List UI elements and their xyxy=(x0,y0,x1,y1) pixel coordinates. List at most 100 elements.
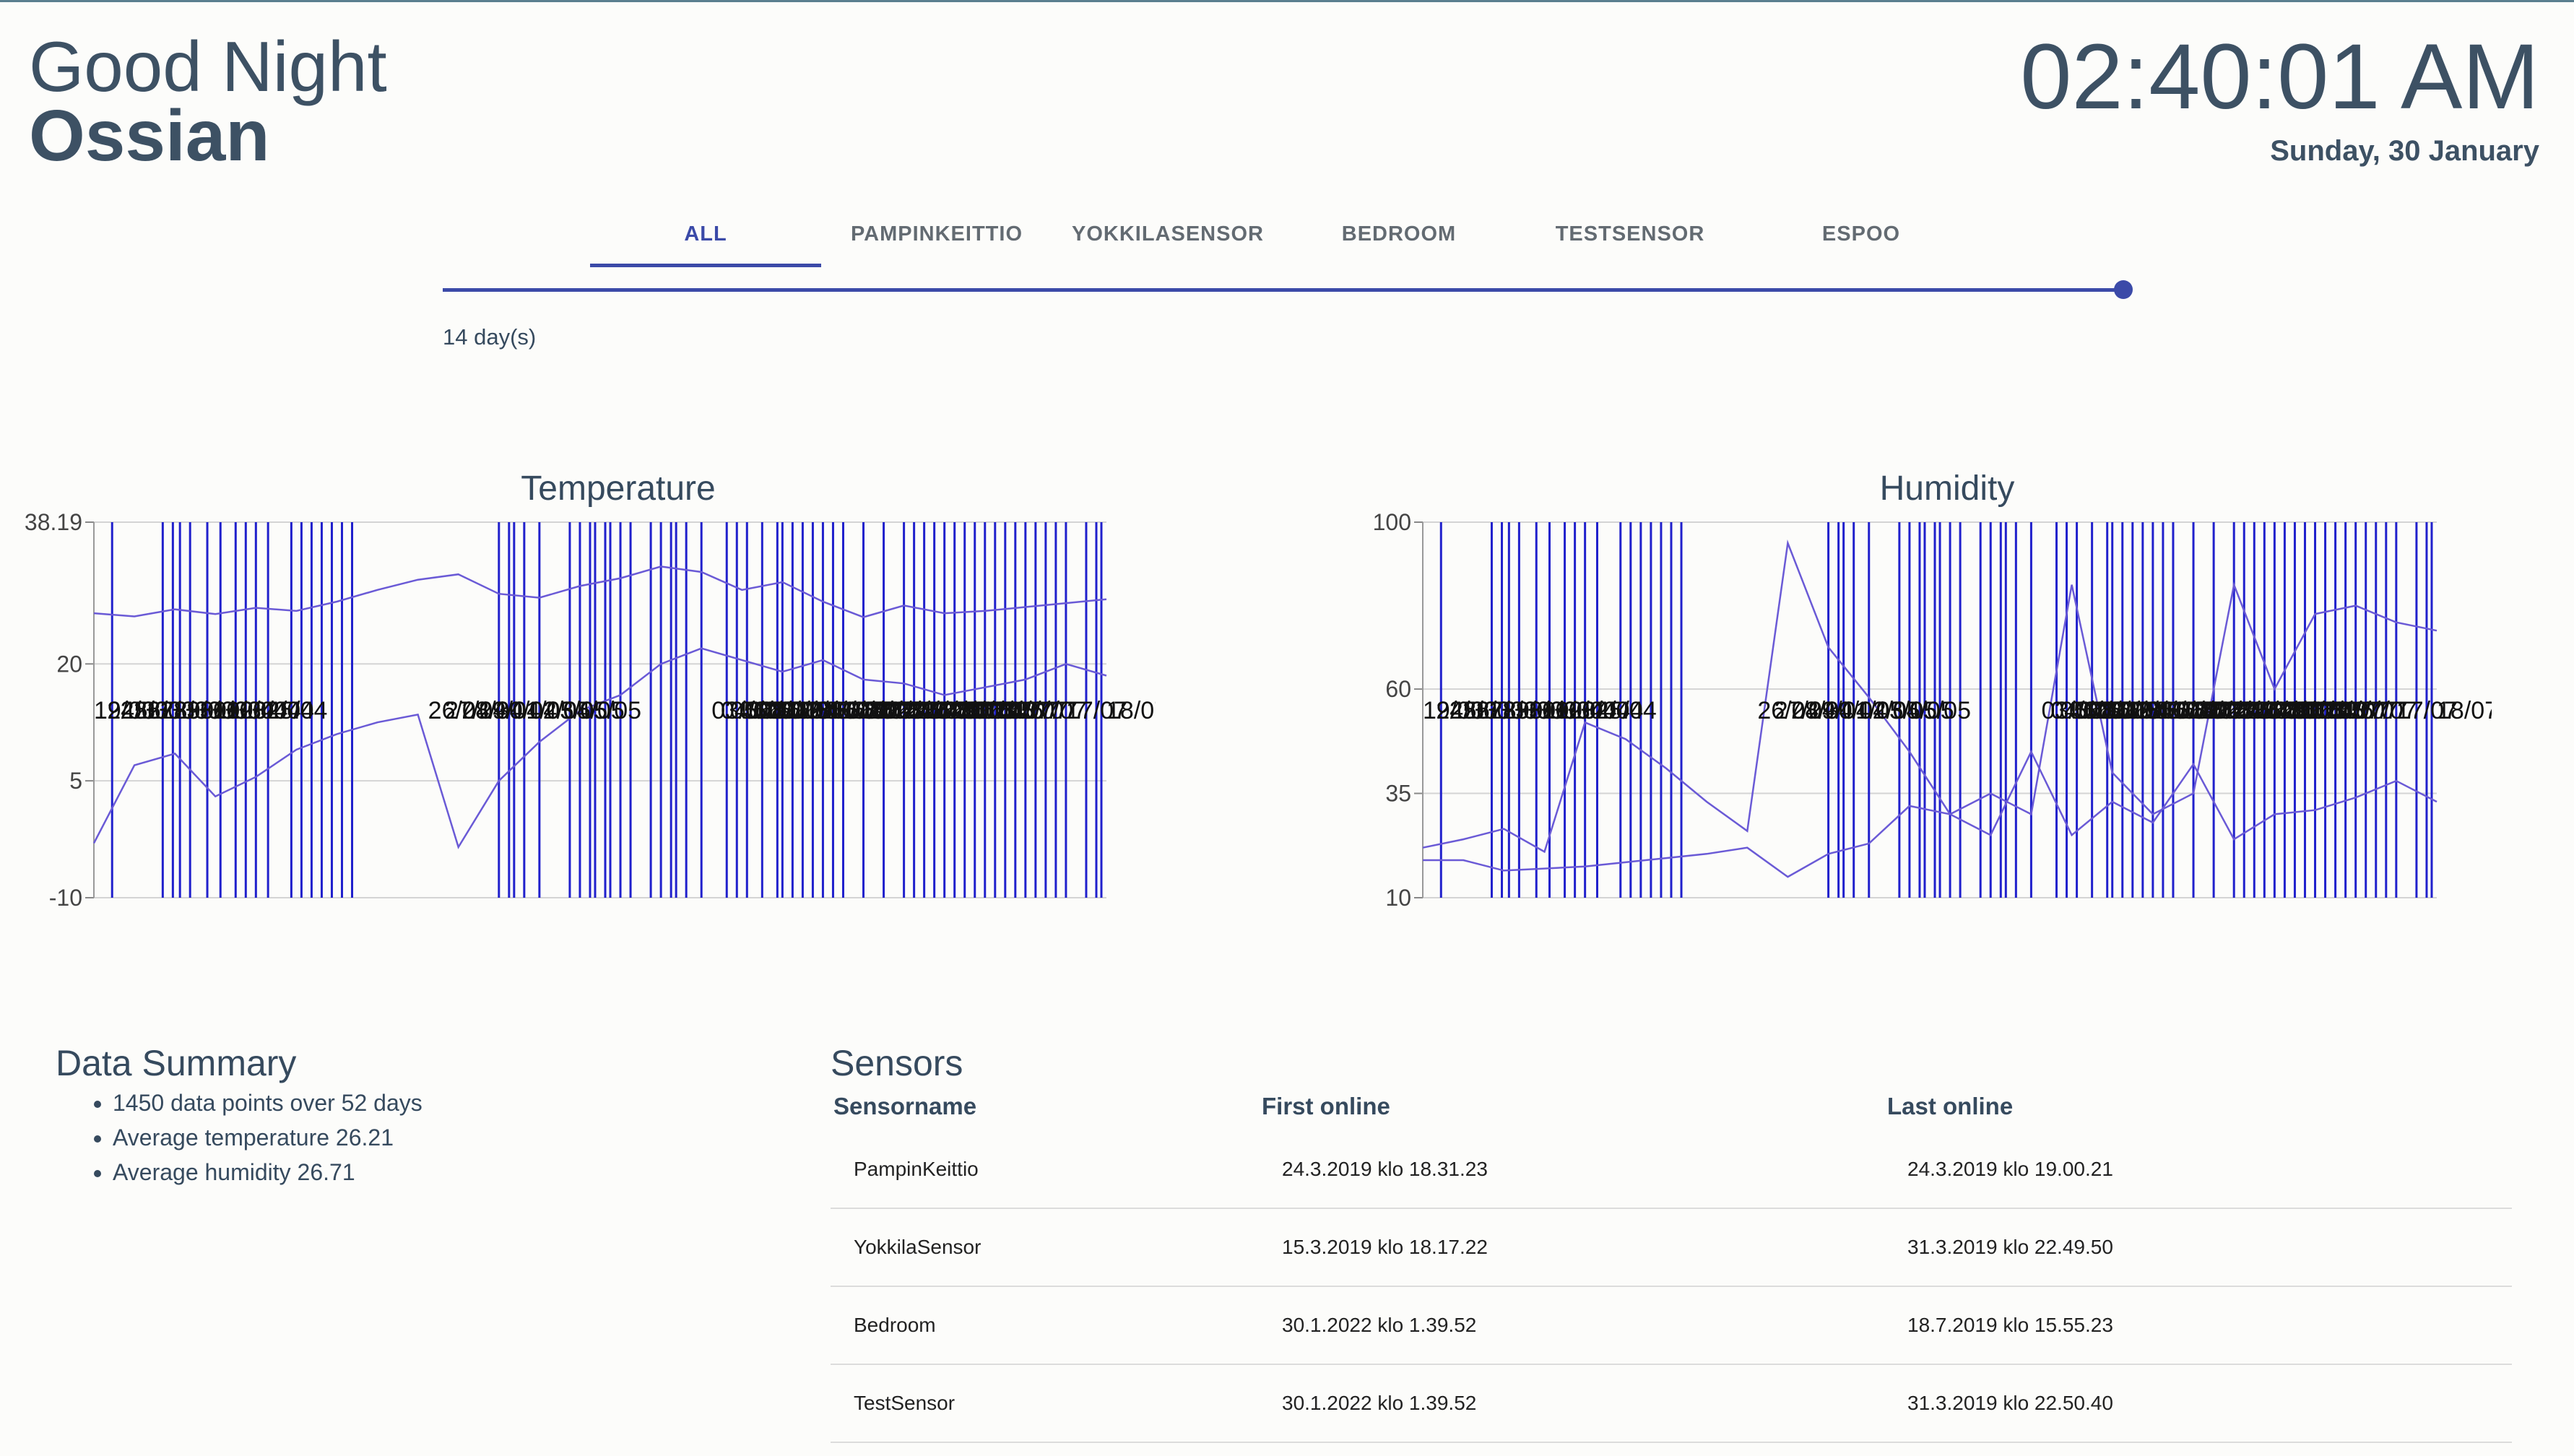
table-row[interactable]: YokkilaSensor 15.3.2019 klo 18.17.22 31.… xyxy=(831,1208,2512,1287)
date-label: 28/03 xyxy=(1489,697,1551,724)
date-label: 25/03 xyxy=(1450,697,1511,724)
date-label: 02/07 xyxy=(2310,697,2371,724)
date-label: 17/07 xyxy=(1066,697,1127,724)
date-label: 27/06 xyxy=(2263,697,2325,724)
tab-espoo[interactable]: ESPOO xyxy=(1821,222,1901,246)
tab-pampinkeittio[interactable]: PAMPINKEITTIO xyxy=(850,222,1023,246)
series-line-2 xyxy=(92,647,1107,849)
first-online: 30.1.2022 klo 1.39.52 xyxy=(1259,1286,1884,1365)
summary-item: 1450 data points over 52 days xyxy=(113,1086,422,1120)
date-label: 01/05 xyxy=(1842,697,1903,724)
sensor-name: TestSensor xyxy=(831,1364,1259,1443)
date-label: 03/06 xyxy=(711,697,773,724)
date-label: 28/03 xyxy=(160,697,222,724)
date-label: 17/06 xyxy=(2171,697,2232,724)
date-label: 08/06 xyxy=(2087,697,2149,724)
y-tick-label: 35 xyxy=(1385,781,1411,807)
date-label: 10/06 xyxy=(2106,697,2167,724)
table-row[interactable]: PampinKeittio 24.3.2019 klo 18.31.23 24.… xyxy=(831,1131,2512,1209)
date-label: 04/06 xyxy=(2050,697,2112,724)
y-tick-label: 60 xyxy=(1385,676,1411,702)
date-label: 18/07 xyxy=(1106,697,1156,724)
date-label: 08/06 xyxy=(758,697,819,724)
column-header-first-online: First online xyxy=(1262,1093,1390,1119)
column-header-sensorname: Sensorname xyxy=(833,1093,977,1119)
table-row[interactable]: TestSensor 30.1.2022 klo 1.39.52 31.3.20… xyxy=(831,1364,2512,1443)
date-label: 05/07 xyxy=(1007,697,1068,724)
date-label: 29/04 xyxy=(1808,697,1870,724)
date-label: 28/06 xyxy=(2272,697,2334,724)
date-label: 07/06 xyxy=(748,697,810,724)
date-label: 30/03 xyxy=(1516,697,1577,724)
date-label: 03/05 xyxy=(1876,697,1937,724)
date-label: 03/06 xyxy=(2041,697,2102,724)
date-label: 19/06 xyxy=(859,697,921,724)
tab-all[interactable]: ALL xyxy=(590,207,821,267)
date-label: 05/05 xyxy=(1910,697,1971,724)
sensors-table: Sensorname First online Last online Pamp… xyxy=(831,1082,2512,1443)
date-label: 21/06 xyxy=(878,697,939,724)
date-label: 24/06 xyxy=(2235,697,2297,724)
tab-bedroom[interactable]: BEDROOM xyxy=(1341,222,1457,246)
user-name: Ossian xyxy=(29,95,270,176)
date-label: 19/03 xyxy=(94,697,155,724)
series-line-2 xyxy=(1423,749,2438,878)
date-label: 24/03 xyxy=(1436,697,1497,724)
date-label: 07/07 xyxy=(2356,697,2417,724)
date-label: 27/03 xyxy=(147,697,208,724)
humidity-chart: 10060351019/0324/0325/0326/0327/0328/032… xyxy=(1373,509,2492,911)
greeting: Good Night xyxy=(29,27,387,106)
date-label: 29/03 xyxy=(1502,697,1564,724)
date-label: 22/06 xyxy=(2217,697,2279,724)
days-slider-thumb[interactable] xyxy=(2114,280,2133,299)
summary-item: Average temperature 26.21 xyxy=(113,1120,422,1155)
data-summary-title: Data Summary xyxy=(56,1043,297,1083)
table-header-row: Sensorname First online Last online xyxy=(831,1082,2512,1131)
date-label: 26/03 xyxy=(134,697,195,724)
date-label: 01/05 xyxy=(512,697,573,724)
y-tick-label: 10 xyxy=(1385,885,1411,911)
date-label: 17/06 xyxy=(841,697,902,724)
date-label: 19/06 xyxy=(2189,697,2250,724)
tab-yokkilasensor[interactable]: YOKKILASENSOR xyxy=(1072,222,1264,246)
date-label: 20/06 xyxy=(2198,697,2260,724)
y-tick-label: 5 xyxy=(69,768,82,794)
date-label: 20/06 xyxy=(869,697,930,724)
date-label: 15/06 xyxy=(2152,697,2214,724)
date-label: 03/04 xyxy=(1569,697,1630,724)
date-label: 12/06 xyxy=(794,697,856,724)
date-label: 04/05 xyxy=(563,697,625,724)
date-label: 23/06 xyxy=(2226,697,2287,724)
date-label: 18/06 xyxy=(850,697,911,724)
last-online: 31.3.2019 klo 22.49.50 xyxy=(1884,1208,2512,1287)
date-label: 03/05 xyxy=(546,697,607,724)
date-label: 25/06 xyxy=(2245,697,2306,724)
date-label: 04/07 xyxy=(2328,697,2389,724)
last-online: 18.7.2019 klo 15.55.23 xyxy=(1884,1286,2512,1365)
date-label: 30/06 xyxy=(2291,697,2352,724)
table-row[interactable]: Bedroom 30.1.2022 klo 1.39.52 18.7.2019 … xyxy=(831,1286,2512,1365)
date-label: 05/07 xyxy=(2337,697,2398,724)
date-label: 28/04 xyxy=(462,697,523,724)
current-date: Sunday, 30 January xyxy=(2270,135,2539,167)
date-label: 27/04 xyxy=(1774,697,1836,724)
date-label: 04/05 xyxy=(1893,697,1954,724)
date-label: 13/06 xyxy=(804,697,865,724)
date-label: 26/06 xyxy=(924,697,985,724)
date-label: 29/06 xyxy=(952,697,1013,724)
y-tick-label: -10 xyxy=(49,885,82,911)
tab-testsensor[interactable]: TESTSENSOR xyxy=(1555,222,1705,246)
date-label: 31/03 xyxy=(200,697,261,724)
last-online: 24.3.2019 klo 19.00.21 xyxy=(1884,1131,2512,1209)
humidity-chart-title: Humidity xyxy=(1879,469,2015,508)
date-label: 05/06 xyxy=(2060,697,2121,724)
date-label: 28/04 xyxy=(1791,697,1852,724)
date-label: 22/06 xyxy=(887,697,948,724)
date-label: 06/06 xyxy=(740,697,801,724)
sensor-name: PampinKeittio xyxy=(831,1131,1259,1209)
date-label: 01/07 xyxy=(970,697,1031,724)
days-slider-track[interactable] xyxy=(443,288,2124,292)
date-label: 30/04 xyxy=(1825,697,1886,724)
first-online: 30.1.2022 klo 1.39.52 xyxy=(1259,1364,1884,1443)
date-label: 02/05 xyxy=(1859,697,1920,724)
